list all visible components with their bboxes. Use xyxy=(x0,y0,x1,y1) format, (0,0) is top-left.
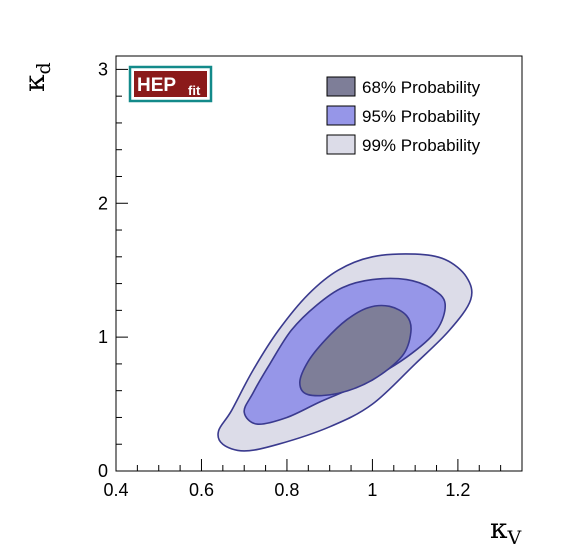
x-tick-label: 0.6 xyxy=(189,480,214,500)
y-tick-label: 1 xyxy=(98,327,108,347)
plot-frame xyxy=(115,55,523,472)
legend-label: 99% Probability xyxy=(362,136,481,155)
contour-68-percent xyxy=(298,304,412,397)
x-axis-symbol: κ xyxy=(490,512,508,545)
legend-label: 95% Probability xyxy=(362,107,481,126)
legend-swatch xyxy=(326,134,356,155)
x-axis-title: κV xyxy=(490,512,522,549)
y-axis-symbol: κ xyxy=(18,74,51,92)
axis-ticks xyxy=(115,68,523,472)
legend-swatch xyxy=(326,105,356,126)
legend: 68% Probability 95% Probability 99% Probab… xyxy=(326,76,481,155)
legend-label: 68% Probability xyxy=(362,78,481,97)
hepfit-logo: HEP fit xyxy=(128,65,213,103)
legend-swatch xyxy=(326,76,356,97)
x-tick-label: 1 xyxy=(367,480,377,500)
x-tick-label: 0.8 xyxy=(274,480,299,500)
contour-layer xyxy=(217,253,473,452)
logo-sub-text: fit xyxy=(188,83,201,98)
y-axis-title: κd xyxy=(18,62,55,92)
x-axis-subscript: V xyxy=(507,527,522,549)
x-tick-label: 0.4 xyxy=(103,480,128,500)
y-tick-label: 2 xyxy=(98,193,108,213)
y-tick-label: 0 xyxy=(98,461,108,481)
y-axis-subscript: d xyxy=(33,62,55,74)
x-tick-label: 1.2 xyxy=(445,480,470,500)
tick-labels: 0.4 0.6 0.8 1 1.2 0 1 2 3 xyxy=(98,59,470,500)
y-tick-label: 3 xyxy=(98,59,108,79)
logo-main-text: HEP xyxy=(137,75,176,96)
